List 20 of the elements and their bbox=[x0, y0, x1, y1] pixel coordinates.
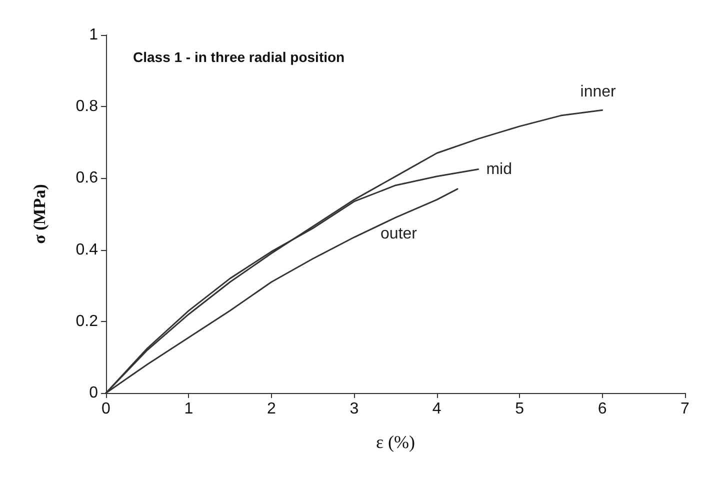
series-label: outer bbox=[380, 225, 418, 242]
x-tick-label: 1 bbox=[184, 400, 194, 418]
x-tick-label: 6 bbox=[598, 400, 607, 418]
x-tick-label: 7 bbox=[680, 400, 690, 418]
x-axis-title: ε (%) bbox=[376, 432, 416, 452]
x-tick-label: 5 bbox=[515, 400, 524, 418]
y-tick-label: 0.4 bbox=[76, 241, 98, 258]
y-tick-label: 0 bbox=[89, 384, 98, 402]
text: Class 1 - in three radial position bbox=[133, 49, 345, 65]
y-tick-label: 0.2 bbox=[76, 312, 98, 330]
y-tick-label: 0.8 bbox=[76, 98, 98, 116]
x-tick-label: 4 bbox=[432, 400, 442, 418]
y-tick-label: 1 bbox=[89, 26, 98, 44]
x-tick-label: 2 bbox=[266, 400, 276, 418]
y-tick-label: 0.6 bbox=[76, 170, 98, 187]
x-tick-label: 0 bbox=[102, 400, 111, 418]
series-label: mid bbox=[486, 160, 512, 178]
x-tick-label: 3 bbox=[350, 400, 359, 418]
y-axis-title: σ (MPa) bbox=[30, 184, 49, 244]
series-label: inner bbox=[580, 84, 617, 101]
